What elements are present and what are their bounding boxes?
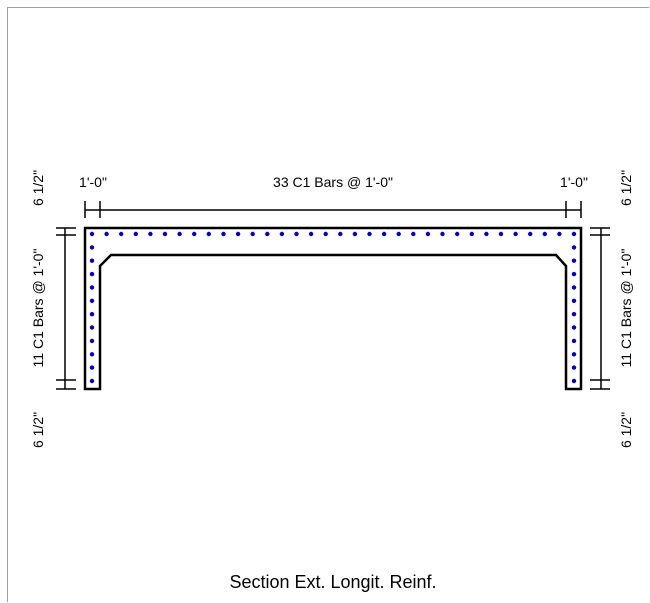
- bar-top-12: [265, 231, 270, 237]
- bar-top-18: [352, 231, 358, 237]
- bar-top-24: [440, 231, 445, 237]
- bar-right-9: [571, 352, 577, 357]
- bar-top-28: [498, 231, 504, 237]
- bar-left-9: [89, 352, 95, 357]
- top-left-end-label: 1'-0": [79, 174, 107, 190]
- bar-top-33: [571, 231, 577, 237]
- bar-top-10: [235, 231, 241, 237]
- bar-left-1: [89, 245, 95, 250]
- bar-top-20: [381, 231, 387, 237]
- bar-right-6: [571, 312, 577, 317]
- right-bottom-cover-label: 6 1/2": [618, 412, 634, 448]
- bar-top-25: [455, 231, 460, 237]
- left-dimension: [56, 227, 76, 390]
- bar-right-8: [571, 338, 577, 344]
- bar-top-19: [367, 231, 372, 237]
- bar-top-3: [133, 231, 138, 237]
- bar-top-29: [513, 231, 518, 237]
- bar-right-1: [571, 245, 577, 250]
- left-middle-label: 11 C1 Bars @ 1'-0": [30, 249, 46, 368]
- bar-top-7: [192, 231, 197, 237]
- bar-top-21: [396, 231, 401, 237]
- bar-top-5: [162, 231, 168, 237]
- bar-left-4: [89, 285, 95, 290]
- bar-left-5: [89, 298, 95, 303]
- bar-top-9: [221, 231, 226, 237]
- bar-left-7: [89, 325, 95, 330]
- reinforcement-bars: [89, 231, 577, 384]
- bar-top-17: [338, 231, 343, 237]
- right-middle-label: 11 C1 Bars @ 1'-0": [618, 249, 634, 368]
- section-outline: [83, 226, 583, 391]
- right-top-cover-label: 6 1/2": [618, 170, 634, 206]
- bar-top-22: [411, 231, 416, 237]
- bar-right-10: [571, 365, 577, 370]
- bar-top-14: [294, 231, 299, 237]
- bar-top-2: [119, 231, 124, 237]
- left-bottom-cover-label: 6 1/2": [30, 412, 46, 448]
- bar-top-4: [148, 231, 153, 237]
- bar-top-11: [250, 231, 255, 237]
- bar-right-2: [571, 258, 577, 263]
- left-top-cover-label: 6 1/2": [30, 170, 46, 206]
- bar-right-4: [571, 285, 577, 290]
- top-right-end-label: 1'-0": [560, 174, 588, 190]
- bar-right-7: [571, 325, 577, 330]
- bar-top-8: [206, 231, 211, 237]
- bar-top-0: [89, 231, 95, 237]
- bar-top-13: [279, 231, 285, 237]
- top-middle-label: 33 C1 Bars @ 1'-0": [273, 174, 393, 190]
- bar-top-32: [557, 231, 562, 237]
- bar-left-3: [89, 271, 95, 277]
- drawing-frame: [7, 7, 649, 602]
- bar-top-6: [177, 231, 182, 237]
- bar-right-5: [571, 298, 577, 303]
- section-caption: Section Ext. Longit. Reinf.: [229, 572, 436, 592]
- bar-top-30: [528, 231, 533, 237]
- bar-top-31: [542, 231, 547, 237]
- bar-top-1: [104, 231, 109, 237]
- bar-left-6: [89, 312, 95, 317]
- bar-right-3: [571, 271, 577, 277]
- bar-top-26: [469, 231, 474, 237]
- bar-left-2: [89, 258, 95, 263]
- bar-top-15: [308, 231, 314, 237]
- bar-right-11: [571, 378, 577, 384]
- right-dimension: [590, 227, 610, 390]
- bar-left-10: [89, 365, 95, 370]
- bar-top-16: [323, 231, 328, 237]
- bar-top-23: [425, 231, 431, 237]
- bar-top-27: [484, 231, 489, 237]
- top-dimension: [84, 201, 582, 218]
- bar-left-11: [89, 378, 95, 384]
- bar-left-8: [89, 338, 95, 344]
